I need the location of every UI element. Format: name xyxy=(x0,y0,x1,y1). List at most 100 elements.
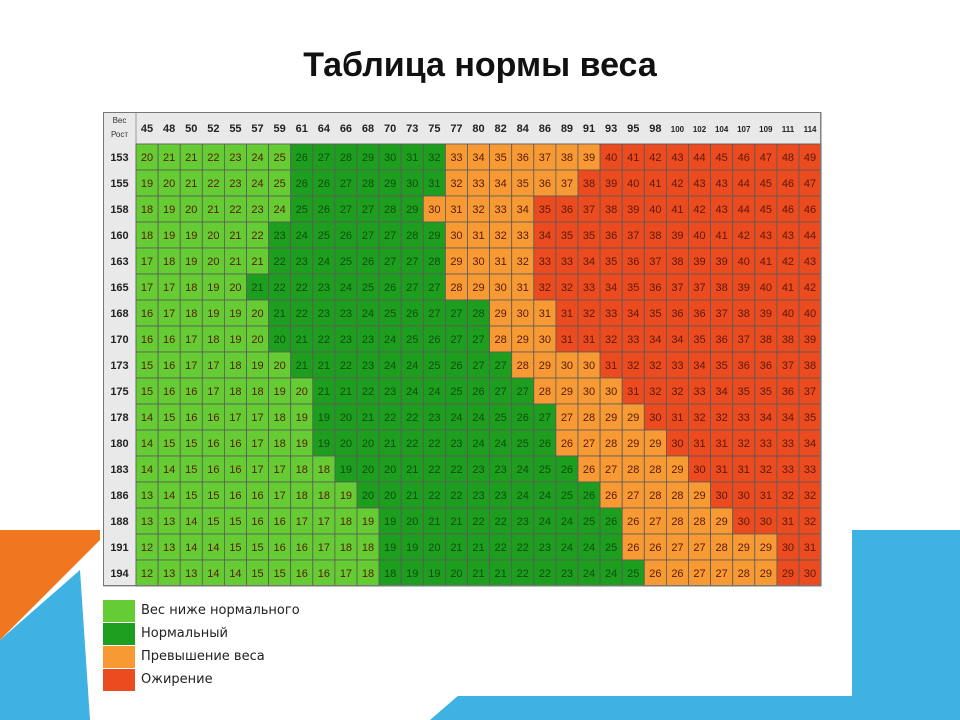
bmi-cell-value: 35 xyxy=(539,204,551,216)
bmi-cell-value: 18 xyxy=(362,542,374,554)
bmi-cell-value: 28 xyxy=(428,256,440,268)
bmi-cell-value: 38 xyxy=(649,230,661,242)
bmi-cell-value: 16 xyxy=(251,516,263,528)
bmi-cell-value: 15 xyxy=(251,568,263,580)
weight-tick-label: 73 xyxy=(406,123,418,135)
bmi-cell-value: 27 xyxy=(472,334,484,346)
bmi-cell-value: 20 xyxy=(274,334,286,346)
legend-swatch xyxy=(103,623,135,645)
bmi-cell-value: 28 xyxy=(627,464,639,476)
bmi-cell-value: 34 xyxy=(472,152,484,164)
height-tick-label: 186 xyxy=(110,490,128,502)
bmi-cell-value: 37 xyxy=(782,360,794,372)
bmi-cell-value: 28 xyxy=(472,308,484,320)
bmi-cell-value: 19 xyxy=(362,516,374,528)
bmi-cell-value: 23 xyxy=(495,490,507,502)
bmi-cell-value: 23 xyxy=(450,438,462,450)
bmi-cell-value: 15 xyxy=(207,490,219,502)
bmi-cell-value: 23 xyxy=(229,152,241,164)
bmi-cell-value: 46 xyxy=(782,204,794,216)
bmi-cell-value: 24 xyxy=(384,360,396,372)
bmi-cell-value: 27 xyxy=(362,204,374,216)
bmi-cell-value: 33 xyxy=(782,438,794,450)
bmi-cell-value: 33 xyxy=(627,334,639,346)
bmi-cell-value: 18 xyxy=(384,568,396,580)
bmi-cell-value: 17 xyxy=(207,386,219,398)
weight-tick-label: 91 xyxy=(583,123,595,135)
bmi-cell-value: 15 xyxy=(141,360,153,372)
bmi-cell-value: 25 xyxy=(583,516,595,528)
bmi-cell-value: 36 xyxy=(716,334,728,346)
weight-tick-label: 98 xyxy=(649,123,661,135)
legend-swatch xyxy=(103,669,135,691)
bmi-cell-value: 40 xyxy=(804,308,816,320)
bmi-cell-value: 26 xyxy=(318,178,330,190)
weight-tick-label: 111 xyxy=(782,125,795,134)
bmi-cell-value: 29 xyxy=(649,438,661,450)
bmi-cell-value: 22 xyxy=(472,516,484,528)
bmi-cell-value: 14 xyxy=(141,464,153,476)
bmi-cell-value: 22 xyxy=(340,360,352,372)
bmi-cell-value: 15 xyxy=(163,438,175,450)
bmi-cell-value: 33 xyxy=(782,464,794,476)
bmi-cell-value: 31 xyxy=(561,308,573,320)
bmi-cell-value: 37 xyxy=(561,178,573,190)
bmi-cell-value: 41 xyxy=(782,282,794,294)
bmi-cell-value: 26 xyxy=(539,438,551,450)
bmi-cell-value: 14 xyxy=(185,542,197,554)
bmi-cell-value: 18 xyxy=(207,334,219,346)
bmi-cell-value: 23 xyxy=(362,334,374,346)
height-tick-label: 170 xyxy=(110,334,128,346)
bmi-cell-value: 33 xyxy=(583,282,595,294)
bmi-cell-value: 31 xyxy=(472,230,484,242)
bmi-cell-value: 25 xyxy=(274,178,286,190)
bmi-cell-value: 41 xyxy=(627,152,639,164)
bmi-cell-value: 29 xyxy=(738,542,750,554)
height-tick-label: 173 xyxy=(110,360,128,372)
bmi-cell-value: 22 xyxy=(517,568,529,580)
bmi-cell-value: 26 xyxy=(627,542,639,554)
bmi-cell-value: 14 xyxy=(185,516,197,528)
weight-tick-label: 100 xyxy=(671,125,685,134)
bmi-cell-value: 34 xyxy=(539,230,551,242)
bmi-cell-value: 27 xyxy=(450,334,462,346)
bmi-cell-value: 15 xyxy=(274,568,286,580)
bmi-cell-value: 28 xyxy=(693,516,705,528)
bmi-cell-value: 18 xyxy=(340,542,352,554)
bmi-cell-value: 22 xyxy=(318,334,330,346)
bmi-cell-value: 32 xyxy=(760,464,772,476)
bmi-cell-value: 46 xyxy=(804,204,816,216)
bmi-cell-value: 33 xyxy=(517,230,529,242)
bmi-cell-value: 39 xyxy=(605,178,617,190)
height-tick-label: 194 xyxy=(110,568,129,580)
bmi-cell-value: 30 xyxy=(384,152,396,164)
bmi-cell-value: 17 xyxy=(251,438,263,450)
bmi-cell-value: 23 xyxy=(384,386,396,398)
bmi-cell-value: 22 xyxy=(406,412,418,424)
bmi-cell-value: 18 xyxy=(229,360,241,372)
bmi-cell-value: 27 xyxy=(406,256,418,268)
bmi-cell-value: 24 xyxy=(561,542,573,554)
bmi-cell-value: 31 xyxy=(450,204,462,216)
bmi-cell-value: 26 xyxy=(627,516,639,528)
bmi-cell-value: 35 xyxy=(583,230,595,242)
bmi-cell-value: 27 xyxy=(318,152,330,164)
bmi-cell-value: 32 xyxy=(539,282,551,294)
height-tick-label: 153 xyxy=(110,152,128,164)
bmi-cell-value: 19 xyxy=(296,412,308,424)
bmi-cell-value: 17 xyxy=(251,464,263,476)
bmi-cell-value: 27 xyxy=(362,230,374,242)
bmi-cell-value: 27 xyxy=(693,568,705,580)
bmi-cell-value: 28 xyxy=(605,438,617,450)
bmi-cell-value: 42 xyxy=(649,152,661,164)
bmi-cell-value: 40 xyxy=(627,178,639,190)
bmi-cell-value: 31 xyxy=(428,178,440,190)
bmi-cell-value: 16 xyxy=(141,308,153,320)
bmi-cell-value: 23 xyxy=(362,360,374,372)
bmi-cell-value: 31 xyxy=(495,256,507,268)
bmi-cell-value: 28 xyxy=(340,152,352,164)
bmi-cell-value: 28 xyxy=(362,178,374,190)
bmi-cell-value: 20 xyxy=(428,542,440,554)
bmi-cell-value: 33 xyxy=(539,256,551,268)
bmi-cell-value: 21 xyxy=(428,516,440,528)
